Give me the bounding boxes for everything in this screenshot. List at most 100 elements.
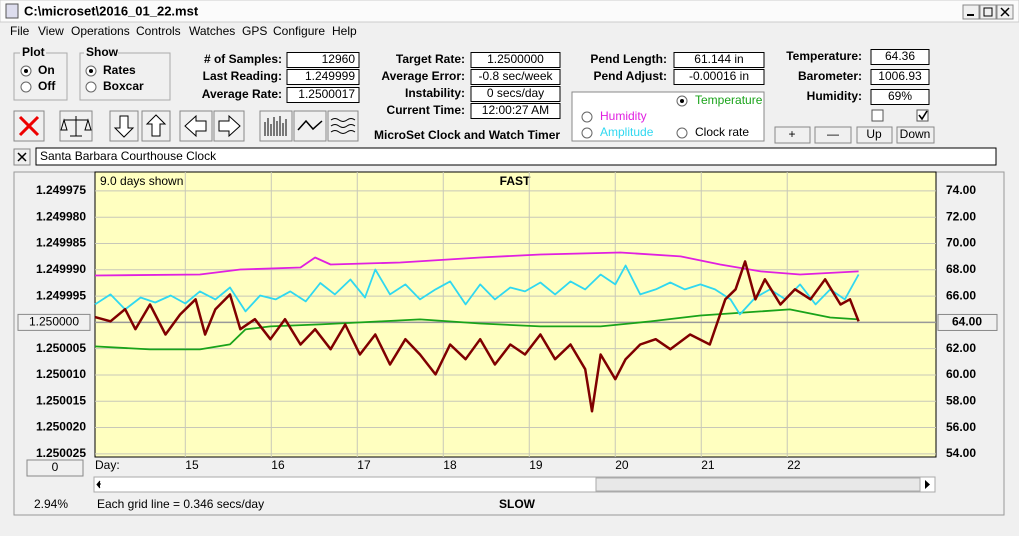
menu-item[interactable]: File xyxy=(10,24,30,38)
radio-label[interactable]: Rates xyxy=(103,63,136,77)
field-value: -0.00016 in xyxy=(689,69,749,83)
series-line xyxy=(94,308,859,351)
reference-button[interactable] xyxy=(17,313,91,331)
button[interactable] xyxy=(896,126,935,144)
button-label[interactable]: + xyxy=(788,127,795,141)
percent: 2.94% xyxy=(34,497,68,511)
radio-label[interactable]: Off xyxy=(38,79,56,93)
field-label: Instability: xyxy=(405,86,465,100)
field-box xyxy=(286,69,360,85)
menu-item[interactable]: View xyxy=(38,24,64,38)
y-tick-label: 1.250020 xyxy=(36,420,86,434)
radio[interactable] xyxy=(85,81,97,93)
y2-tick-label: 58.00 xyxy=(946,394,976,408)
footer: Each grid line = 0.346 secs/day xyxy=(97,497,264,511)
field-value: 1006.93 xyxy=(878,69,922,83)
menu-item[interactable]: Controls xyxy=(136,24,181,38)
field-box xyxy=(286,87,360,103)
legend-label[interactable]: Humidity xyxy=(600,109,647,123)
legend-label[interactable]: Clock rate xyxy=(695,125,749,139)
menu-item[interactable]: Configure xyxy=(273,24,325,38)
button-label[interactable]: Down xyxy=(900,127,931,141)
y2-tick-label: 62.00 xyxy=(946,341,976,355)
menu-item[interactable]: GPS xyxy=(242,24,267,38)
radio-label[interactable]: On xyxy=(38,63,55,77)
field-label: Temperature: xyxy=(786,49,862,63)
y-tick-label: 1.249990 xyxy=(36,262,86,276)
field-label: Target Rate: xyxy=(396,52,465,66)
field-box xyxy=(673,52,765,68)
reference-label[interactable]: 64.00 xyxy=(952,315,982,329)
plot-area xyxy=(94,171,937,458)
icon-button[interactable] xyxy=(327,110,359,142)
y-tick-label: 1.250025 xyxy=(36,446,86,460)
y2-tick-label: 74.00 xyxy=(946,183,976,197)
app-label: MicroSet Clock and Watch Timer xyxy=(374,128,560,142)
minimize[interactable] xyxy=(962,4,980,20)
radio[interactable] xyxy=(581,127,593,139)
radio[interactable] xyxy=(581,111,593,123)
offset-label[interactable]: 0 xyxy=(52,460,59,474)
field-box xyxy=(470,86,561,102)
reference-label[interactable]: 1.250000 xyxy=(29,315,79,329)
button-label[interactable]: Up xyxy=(866,127,882,141)
legend-label[interactable]: Amplitude xyxy=(600,125,654,139)
reference-button[interactable] xyxy=(937,313,998,331)
radio[interactable] xyxy=(20,81,32,93)
field-value: 61.144 in xyxy=(694,52,743,66)
field-value: 12:00:27 AM xyxy=(482,103,549,117)
maximize[interactable] xyxy=(979,4,997,20)
button[interactable] xyxy=(856,126,893,144)
field-label: Barometer: xyxy=(798,69,862,83)
field-box xyxy=(470,52,561,68)
radio-label[interactable]: Boxcar xyxy=(103,79,144,93)
icon-button[interactable] xyxy=(13,110,45,142)
span-label: 9.0 days shown xyxy=(100,174,183,188)
field-label: Last Reading: xyxy=(203,69,282,83)
button-label[interactable]: — xyxy=(827,127,839,141)
y-tick-label: 1.249985 xyxy=(36,236,86,250)
window-controls[interactable] xyxy=(962,4,1014,20)
menu-item[interactable]: Help xyxy=(332,24,357,38)
app-icon xyxy=(5,3,19,19)
y2-tick-label: 60.00 xyxy=(946,367,976,381)
scroll-thumb[interactable] xyxy=(595,477,921,492)
checkbox[interactable] xyxy=(871,109,884,122)
checkbox[interactable] xyxy=(916,109,929,122)
field-value: 64.36 xyxy=(885,49,915,63)
toolbar xyxy=(13,110,359,142)
watch-name-field[interactable] xyxy=(35,147,997,166)
radio-dot xyxy=(680,99,684,103)
radio[interactable] xyxy=(676,127,688,139)
series-line xyxy=(94,260,860,413)
menu-item[interactable]: Operations xyxy=(71,24,130,38)
x-tick-label: 22 xyxy=(787,458,801,472)
y-tick-label: 1.249995 xyxy=(36,288,86,302)
x-tick-label: 17 xyxy=(357,458,371,472)
menu-item[interactable]: Watches xyxy=(189,24,235,38)
series-line xyxy=(94,264,860,316)
field-value: 69% xyxy=(888,89,912,103)
field-box xyxy=(870,69,930,85)
button[interactable] xyxy=(814,126,852,144)
legend-label[interactable]: Temperature xyxy=(695,93,763,107)
field-label: Average Error: xyxy=(381,69,465,83)
y2-tick-label: 54.00 xyxy=(946,446,976,460)
field-box xyxy=(470,103,561,119)
y-tick-label: 1.250010 xyxy=(36,367,86,381)
top-label: FAST xyxy=(500,174,531,188)
title-bar xyxy=(0,0,1019,23)
field-label: Pend Length: xyxy=(590,52,667,66)
y2-tick-label: 72.00 xyxy=(946,209,976,223)
field-label: Average Rate: xyxy=(202,87,282,101)
y2-tick-label: 68.00 xyxy=(946,262,976,276)
field-value: 1.2500017 xyxy=(298,87,355,101)
field-value: 1.249999 xyxy=(305,69,355,83)
y-tick-label: 1.250015 xyxy=(36,393,86,407)
field-value: 0 secs/day xyxy=(487,86,544,100)
offset-button[interactable] xyxy=(26,459,84,477)
button[interactable] xyxy=(774,126,811,144)
field-box xyxy=(286,52,360,68)
field-label: Current Time: xyxy=(387,103,465,117)
